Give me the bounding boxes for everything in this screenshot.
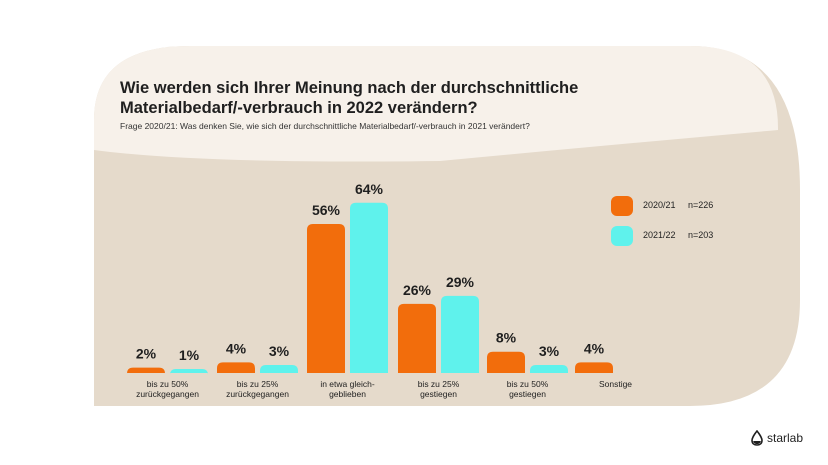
- legend-label-2020-21: 2020/21: [643, 200, 676, 210]
- category-label-5-line-2: gestiegen: [509, 389, 546, 399]
- data-label-1-1: 2%: [136, 346, 157, 362]
- bar-1-3: [307, 224, 345, 373]
- category-label-2-line-1: bis zu 25%: [237, 379, 279, 389]
- bar-2-5: [530, 365, 568, 373]
- bar-2-3: [350, 202, 388, 373]
- legend-swatch-2020-21: [611, 196, 633, 216]
- data-label-2-3: 64%: [355, 181, 384, 197]
- header-band: [94, 46, 778, 162]
- legend-label-2021-22: 2021/22: [643, 230, 676, 240]
- bar-1-4: [398, 303, 436, 373]
- data-label-1-5: 8%: [496, 330, 517, 346]
- category-label-3-line-2: geblieben: [329, 389, 366, 399]
- bar-2-2: [260, 365, 298, 373]
- legend-n-2020-21: n=226: [688, 200, 714, 210]
- category-label-3-line-1: in etwa gleich-: [320, 379, 375, 389]
- bar-2-1: [170, 369, 208, 375]
- data-label-1-2: 4%: [226, 340, 247, 356]
- category-label-2-line-2: zurückgegangen: [226, 389, 289, 399]
- category-label-5-line-1: bis zu 50%: [507, 379, 549, 389]
- category-label-6-line-1: Sonstige: [599, 379, 632, 389]
- data-label-1-4: 26%: [403, 282, 432, 298]
- bar-1-5: [487, 351, 525, 373]
- logo-wordmark: starlab: [767, 431, 804, 445]
- category-label-4-line-1: bis zu 25%: [418, 379, 460, 389]
- data-label-1-6: 4%: [584, 340, 605, 356]
- data-label-2-5: 3%: [539, 343, 560, 359]
- chart-title: Wie werden sich Ihrer Meinung nach der d…: [120, 79, 579, 118]
- category-label-1-line-2: zurückgegangen: [136, 389, 199, 399]
- data-label-1-3: 56%: [312, 202, 341, 218]
- bar-1-2: [217, 362, 255, 373]
- data-label-2-2: 3%: [269, 343, 290, 359]
- category-label-1-line-1: bis zu 50%: [147, 379, 189, 389]
- starlab-drop-icon: [751, 430, 763, 446]
- data-label-2-1: 1%: [179, 347, 200, 363]
- bar-2-4: [441, 295, 479, 373]
- chart-subtitle: Frage 2020/21: Was denken Sie, wie sich …: [120, 121, 530, 131]
- legend-swatch-2021-22: [611, 226, 633, 246]
- bar-1-1: [127, 367, 165, 374]
- legend-n-2021-22: n=203: [688, 230, 714, 240]
- category-label-4-line-2: gestiegen: [420, 389, 457, 399]
- data-label-2-4: 29%: [446, 274, 475, 290]
- bar-1-6: [575, 362, 613, 373]
